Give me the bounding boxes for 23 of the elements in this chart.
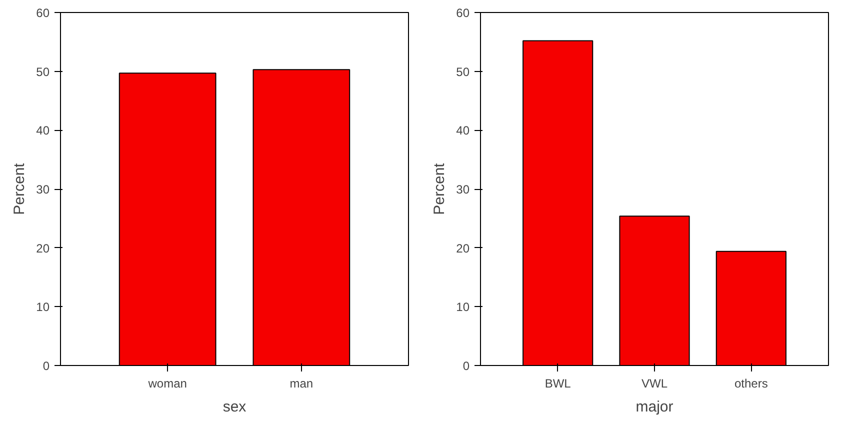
- x-tick-label: VWL: [642, 376, 668, 390]
- y-tick-label: 0: [462, 359, 470, 373]
- y-tick-label: 10: [456, 300, 470, 314]
- x-axis-title: sex: [222, 398, 247, 416]
- y-tick-label: 10: [36, 300, 50, 314]
- y-tick-label: 60: [36, 6, 50, 20]
- y-tick-label: 40: [36, 124, 50, 138]
- x-tick-label: BWL: [544, 376, 572, 390]
- y-axis-title: Percent: [11, 162, 28, 215]
- x-axis-title: major: [636, 398, 674, 416]
- y-tick-label: 0: [42, 359, 50, 373]
- y-tick-label: 20: [36, 241, 50, 256]
- y-axis-title: Percent: [431, 162, 448, 215]
- y-tick-label: 20: [456, 241, 470, 256]
- x-tick-label: woman: [147, 376, 187, 390]
- y-tick-label: 30: [456, 182, 470, 196]
- x-tick-label: others: [734, 376, 768, 390]
- y-tick-label: 50: [36, 64, 50, 79]
- x-tick-label: man: [290, 376, 314, 390]
- y-tick-label: 40: [456, 124, 470, 138]
- y-tick-label: 50: [456, 64, 470, 79]
- y-tick-label: 30: [36, 182, 50, 196]
- y-tick-label: 60: [456, 6, 470, 20]
